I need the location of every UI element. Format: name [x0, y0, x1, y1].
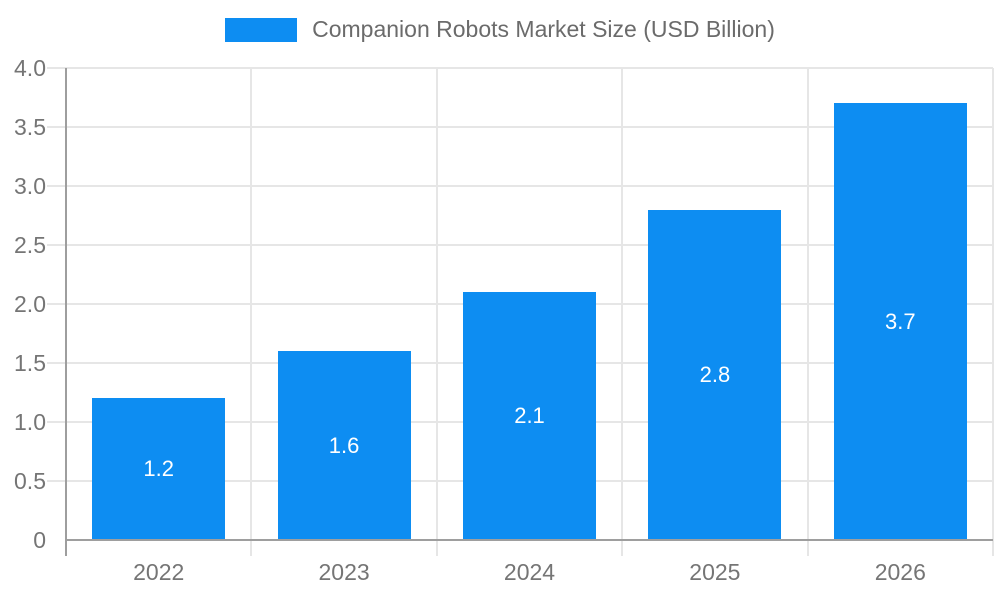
bar-2022[interactable]: 1.2 — [92, 398, 226, 540]
bar-value-label: 1.2 — [143, 456, 174, 482]
v-gridline — [992, 68, 994, 556]
h-gridline — [47, 67, 993, 69]
bar-value-label: 2.1 — [514, 403, 545, 429]
y-tick-label: 4.0 — [14, 55, 46, 81]
bar-2024[interactable]: 2.1 — [463, 292, 596, 540]
v-gridline — [250, 68, 253, 556]
v-gridline — [621, 68, 624, 556]
h-gridline — [47, 244, 993, 246]
y-axis-line — [65, 68, 67, 556]
y-tick-label: 3.0 — [14, 173, 46, 199]
x-tick-label: 2026 — [874, 559, 926, 585]
x-tick-label: 2024 — [503, 559, 556, 585]
y-tick-label: 2.5 — [14, 232, 46, 258]
bar-2025[interactable]: 2.8 — [648, 209, 782, 540]
legend-label: Companion Robots Market Size (USD Billio… — [312, 16, 775, 42]
y-tick-label: 0.5 — [14, 468, 46, 494]
legend-swatch — [225, 17, 298, 42]
v-gridline — [806, 68, 809, 556]
x-tick-label: 2023 — [318, 559, 370, 585]
bar-value-label: 1.6 — [328, 432, 360, 458]
bar-2026[interactable]: 3.7 — [833, 103, 967, 540]
y-tick-label: 3.5 — [14, 114, 46, 140]
y-tick-label: 0 — [33, 527, 46, 553]
y-tick-label: 1.0 — [14, 409, 46, 435]
y-tick-label: 2.0 — [14, 291, 46, 317]
y-tick-label: 1.5 — [14, 350, 46, 376]
bar-value-label: 2.8 — [699, 361, 731, 387]
legend: Companion Robots Market Size (USD Billio… — [0, 16, 1000, 43]
bar-value-label: 3.7 — [885, 308, 916, 334]
h-gridline — [47, 126, 993, 128]
x-axis-line — [65, 539, 993, 541]
plot-area: 1.2 1.6 2.1 2.8 3.7 — [47, 67, 994, 556]
h-gridline — [47, 185, 993, 187]
x-tick-label: 2025 — [689, 559, 741, 585]
bar-2023[interactable]: 1.6 — [277, 351, 411, 540]
v-gridline — [435, 68, 438, 556]
x-tick-label: 2022 — [133, 559, 185, 585]
